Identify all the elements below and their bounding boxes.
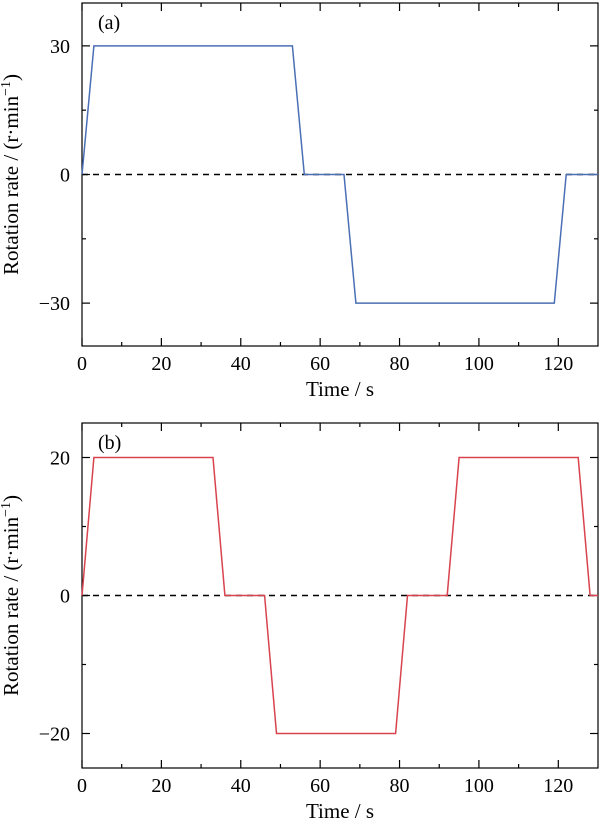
x-tick-label: 40 <box>231 775 251 797</box>
x-tick-label: 80 <box>390 353 410 375</box>
x-tick-label: 20 <box>151 775 171 797</box>
x-tick-label: 120 <box>543 353 573 375</box>
y-axis-label-close: ) <box>0 74 23 81</box>
y-axis-label-superscript: −1 <box>0 502 14 517</box>
y-tick-label: 30 <box>50 36 70 58</box>
chart-panel-a: 0 20 40 60 80 100 120 −30 0 30 (a) Time / s Rotation… <box>0 2 599 401</box>
x-tick-label: 120 <box>543 775 573 797</box>
x-tick-label: 0 <box>77 353 87 375</box>
x-tick-label: 100 <box>464 775 494 797</box>
x-tick-label: 0 <box>77 775 87 797</box>
x-axis-label: Time / s <box>306 377 374 401</box>
series-line <box>81 456 598 735</box>
x-tick-label: 20 <box>151 353 171 375</box>
x-axis-label: Time / s <box>306 799 374 823</box>
y-tick-label: 0 <box>60 165 70 187</box>
x-tick-label: 80 <box>390 775 410 797</box>
y-tick-label: −30 <box>39 293 70 315</box>
panel-label: (b) <box>98 432 121 454</box>
x-tick-label: 60 <box>310 353 330 375</box>
y-axis-label-superscript: −1 <box>0 81 14 96</box>
x-tick-label: 100 <box>464 353 494 375</box>
x-tick-label: 40 <box>231 353 251 375</box>
y-axis-label-close: ) <box>0 495 23 502</box>
x-tick-label: 60 <box>310 775 330 797</box>
series-line <box>81 45 598 304</box>
y-axis-label: Rotation rate / (r·min−1) <box>0 495 23 696</box>
y-axis-label-main: Rotation rate / (r·min <box>0 95 23 275</box>
y-axis-label: Rotation rate / (r·min−1) <box>0 74 23 275</box>
panel-label: (a) <box>98 12 120 34</box>
y-tick-label: 20 <box>50 448 70 470</box>
y-axis-label-main: Rotation rate / (r·min <box>0 516 23 696</box>
chart-panel-b: 0 20 40 60 80 100 120 −20 0 20 (b) Time / s Rotation… <box>0 422 599 823</box>
y-tick-label: 0 <box>60 586 70 608</box>
y-tick-label: −20 <box>39 724 70 746</box>
